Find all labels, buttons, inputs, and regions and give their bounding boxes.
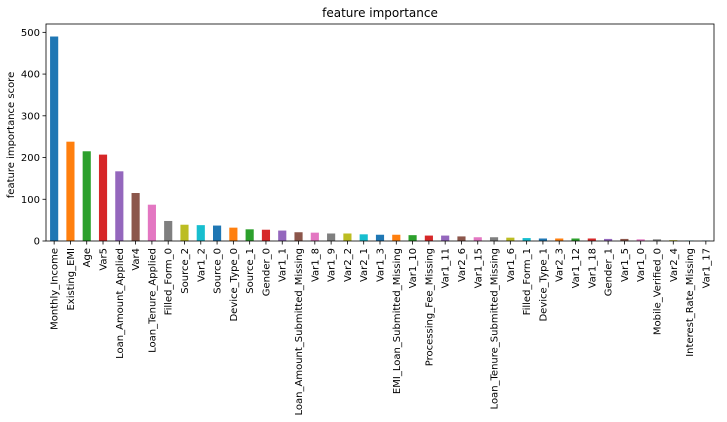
bar-var1-8 (310, 232, 319, 241)
bar-var2-4 (669, 240, 678, 241)
x-tick-label: Var2_2 (343, 248, 354, 282)
x-tick-label: Var1_15 (473, 248, 484, 288)
bar-var1-0 (636, 239, 645, 241)
y-tick-label: 100 (21, 195, 40, 206)
bar-var2-3 (555, 238, 564, 241)
plot-frame (45, 23, 715, 242)
x-tick-label: Loan_Amount_Submitted_Missing (294, 248, 305, 415)
bar-var1-18 (587, 238, 596, 241)
x-tick-label: Var1_9 (327, 248, 338, 282)
x-tick-label: Var5 (99, 248, 110, 271)
x-tick-label: Interest_Rate_Missing (685, 248, 696, 357)
x-tick-label: Var1_17 (701, 248, 712, 288)
bar-age (82, 151, 91, 241)
x-tick-label: Var1_3 (376, 248, 387, 282)
bar-filled-form-1 (522, 238, 531, 241)
x-tick-label: Age (82, 248, 93, 267)
bar-source-2 (180, 224, 189, 241)
x-tick-label: Mobile_Verified_0 (652, 248, 663, 335)
bar-loan-amount-submitted-missing (294, 232, 303, 241)
x-tick-label: Processing_Fee_Missing (424, 248, 435, 366)
y-tick-label: 400 (21, 70, 40, 81)
x-tick-label: EMI_Loan_Submitted_Missing (392, 248, 403, 394)
y-axis-ticks: 0 100 200 300 400 500 (21, 28, 46, 248)
x-tick-label: Var1_2 (196, 248, 207, 282)
x-tick-label: Gender_0 (261, 248, 272, 296)
bar-filled-form-0 (164, 220, 173, 241)
bar-var5 (98, 154, 108, 241)
x-tick-label: Var1_11 (441, 248, 452, 288)
x-tick-label: Var2_4 (669, 248, 680, 282)
x-tick-label: Filled_Form_1 (522, 248, 533, 315)
bar-loan-amount-applied (115, 171, 124, 241)
x-tick-label: Device_Type_1 (538, 248, 549, 322)
x-tick-label: Source_0 (213, 248, 224, 294)
bar-existing-emi (66, 141, 75, 241)
bars-group (50, 36, 710, 242)
x-tick-label: Var1_1 (278, 248, 289, 282)
x-tick-label: Source_2 (180, 248, 191, 294)
x-tick-label: Var2_6 (457, 248, 468, 282)
bar-source-1 (245, 229, 254, 241)
bar-gender-1 (604, 238, 613, 241)
bar-emi-loan-submitted-missing (392, 234, 401, 241)
bar-var1-6 (506, 237, 515, 241)
bar-source-0 (213, 225, 222, 241)
x-tick-label: Loan_Tenure_Applied (147, 248, 158, 353)
x-tick-label: Existing_EMI (66, 248, 77, 311)
x-tick-label: Source_1 (245, 248, 256, 294)
bar-var2-2 (343, 233, 352, 241)
x-tick-label: Var1_18 (587, 248, 598, 288)
bar-var1-3 (375, 234, 385, 241)
bar-var1-2 (196, 225, 205, 241)
y-tick-label: 300 (21, 111, 40, 122)
bar-device-type-0 (229, 227, 238, 241)
x-tick-label: Device_Type_0 (229, 248, 240, 322)
x-axis-ticks: Monthly_Income Existing_EMI Age Var5 Loan_Am… (50, 241, 712, 415)
bar-var1-11 (441, 235, 450, 241)
x-tick-label: Var1_12 (571, 248, 582, 288)
x-tick-label: Gender_1 (604, 248, 615, 296)
x-tick-label: Var1_10 (408, 248, 419, 288)
x-tick-label: Var1_6 (506, 248, 517, 282)
x-tick-label: Loan_Tenure_Submitted_Missing (490, 248, 501, 409)
bar-monthly-income (50, 36, 59, 242)
x-tick-label: Var1_8 (310, 248, 321, 282)
bar-loan-tenure-submitted-missing (489, 237, 499, 241)
bar-device-type-1 (538, 238, 547, 241)
chart-title: feature importance (322, 6, 438, 20)
x-tick-label: Var1_5 (620, 248, 631, 282)
y-tick-label: 500 (21, 28, 40, 39)
bar-gender-0 (261, 229, 271, 241)
x-tick-label: Var2_1 (359, 248, 370, 282)
x-tick-label: Loan_Amount_Applied (115, 248, 126, 359)
bar-var4 (131, 193, 140, 241)
x-tick-label: Var2_3 (555, 248, 566, 282)
y-tick-label: 0 (34, 237, 40, 248)
x-tick-label: Filled_Form_0 (164, 248, 175, 315)
y-axis-label: feature importance score (6, 72, 17, 198)
bar-loan-tenure-applied (147, 204, 156, 241)
y-tick-label: 200 (21, 153, 40, 164)
bar-var1-15 (473, 237, 482, 241)
x-tick-label: Monthly_Income (50, 248, 61, 330)
x-tick-label: Var1_0 (636, 248, 647, 282)
bar-var1-9 (327, 233, 336, 241)
bar-mobile-verified-0 (652, 239, 662, 241)
bar-var1-1 (278, 230, 287, 241)
bar-var1-5 (620, 238, 629, 241)
bar-var1-10 (408, 235, 417, 241)
bar-var2-6 (457, 236, 466, 241)
bar-var1-12 (571, 238, 580, 241)
bar-var2-1 (359, 234, 368, 241)
x-tick-label: Var4 (131, 248, 142, 271)
bar-processing-fee-missing (424, 235, 433, 241)
